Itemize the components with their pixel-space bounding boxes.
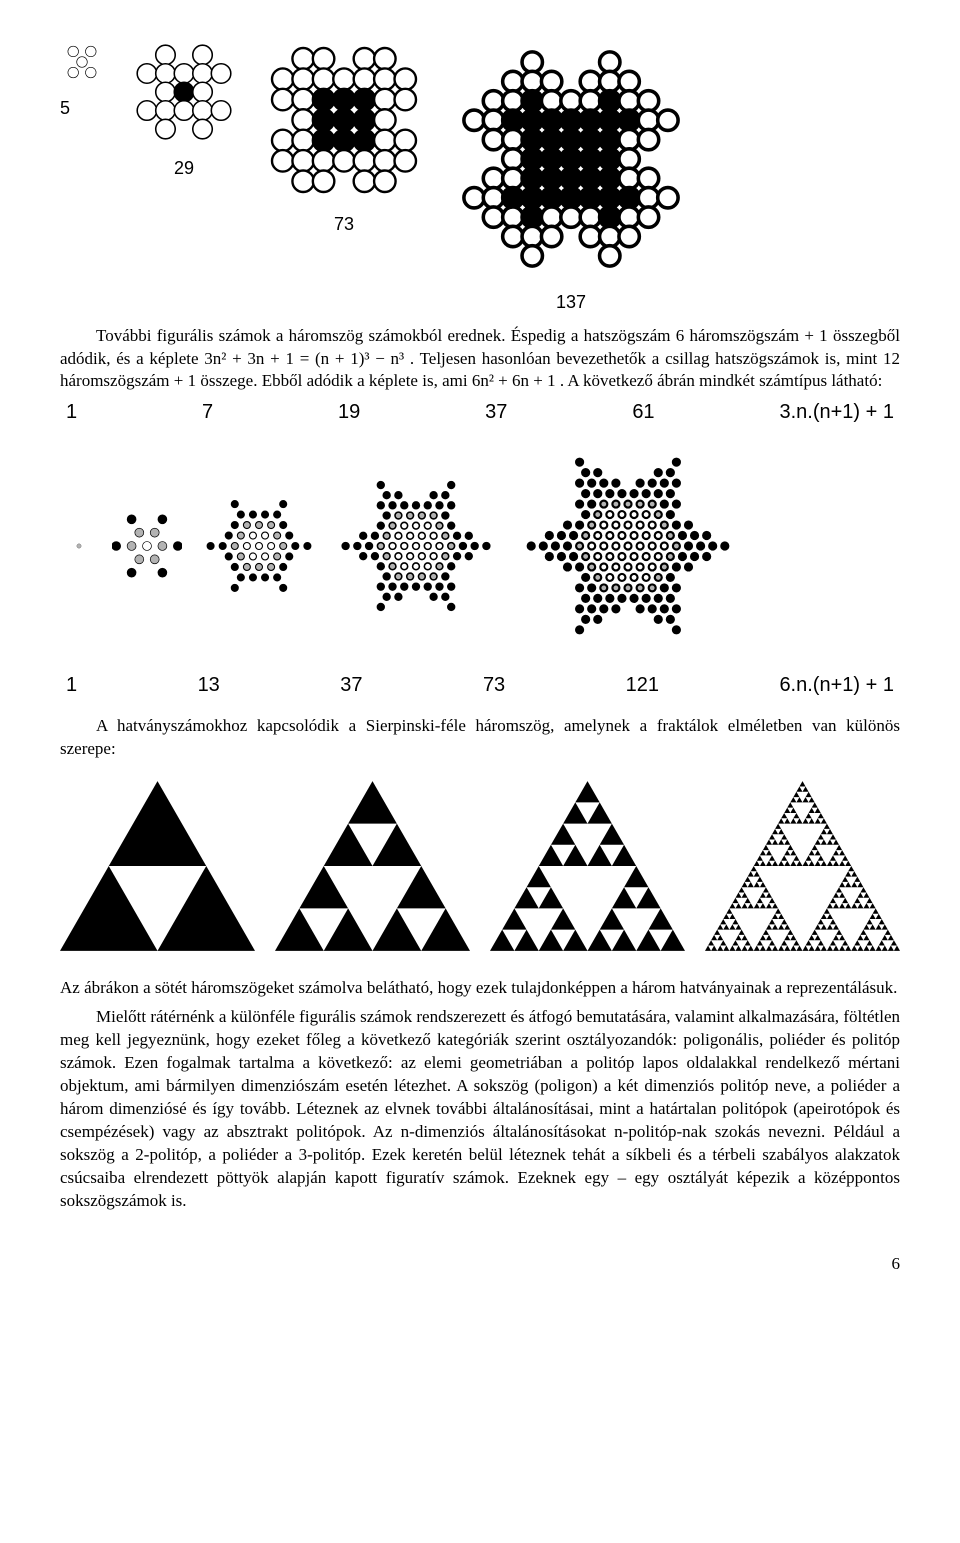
hex-diagram-icon: [112, 511, 182, 581]
hex-top-label: 61: [632, 399, 654, 426]
cross-label: 73: [264, 212, 424, 236]
p1-formula-2: 6n² + 6n + 1: [472, 371, 556, 390]
hex-top-labels: 1 7 19 37 61 3.n.(n+1) + 1: [60, 399, 900, 426]
hex-diagram-icon: [336, 466, 496, 626]
cross-item: 137: [452, 40, 690, 315]
cross-diagram-icon: [264, 40, 424, 200]
cross-figure: 5 29 73 137: [60, 40, 900, 315]
hex-bottom-label: 73: [483, 672, 505, 699]
paragraph-2: A hatványszámokhoz kapcsolódik a Sierpin…: [60, 715, 900, 761]
paragraph-1: További figurális számok a háromszög szá…: [60, 325, 900, 394]
hexagon-figure: 1 7 19 37 61 3.n.(n+1) + 1 1 13 37 73 121 6.n.(n+1…: [60, 399, 900, 699]
cross-label: 137: [452, 290, 690, 314]
cross-item: 73: [264, 40, 424, 237]
sierpinski-triangle-icon: [275, 779, 470, 953]
cross-item: 29: [132, 40, 236, 181]
hex-bottom-labels: 1 13 37 73 121 6.n.(n+1) + 1: [60, 672, 900, 699]
hex-bottom-label: 6.n.(n+1) + 1: [779, 672, 894, 699]
cross-diagram-icon: [132, 40, 236, 144]
cross-label: 5: [60, 96, 104, 120]
cross-diagram-icon: [60, 40, 104, 84]
p1-text-3: . A következő ábrán mindkét számtípus lá…: [560, 371, 882, 390]
hex-bottom-label: 1: [66, 672, 77, 699]
cross-label: 29: [132, 156, 236, 180]
page-number: 6: [60, 1253, 900, 1276]
hex-top-label: 37: [485, 399, 507, 426]
paragraph-3: Az ábrákon a sötét háromszögeket számolv…: [60, 977, 900, 1000]
hex-diagram-icon: [518, 436, 738, 656]
hex-diagrams-row: [60, 436, 900, 656]
hex-bottom-label: 13: [198, 672, 220, 699]
hex-diagram-icon: [204, 491, 314, 601]
hex-bottom-label: 121: [626, 672, 659, 699]
sierpinski-triangle-icon: [705, 779, 900, 953]
hex-top-label: 3.n.(n+1) + 1: [779, 399, 894, 426]
sierpinski-triangle-icon: [490, 779, 685, 953]
cross-item: 5: [60, 40, 104, 121]
hex-diagram-icon: [68, 535, 90, 557]
sierpinski-figure: [60, 779, 900, 953]
sierpinski-triangle-icon: [60, 779, 255, 953]
hex-bottom-label: 37: [340, 672, 362, 699]
paragraph-4: Mielőtt rátérnénk a különféle figurális …: [60, 1006, 900, 1212]
hex-top-label: 19: [338, 399, 360, 426]
p1-formula-1: 3n² + 3n + 1 = (n + 1)³ − n³: [204, 349, 404, 368]
hex-top-label: 7: [202, 399, 213, 426]
cross-diagram-icon: [452, 40, 690, 278]
hex-top-label: 1: [66, 399, 77, 426]
